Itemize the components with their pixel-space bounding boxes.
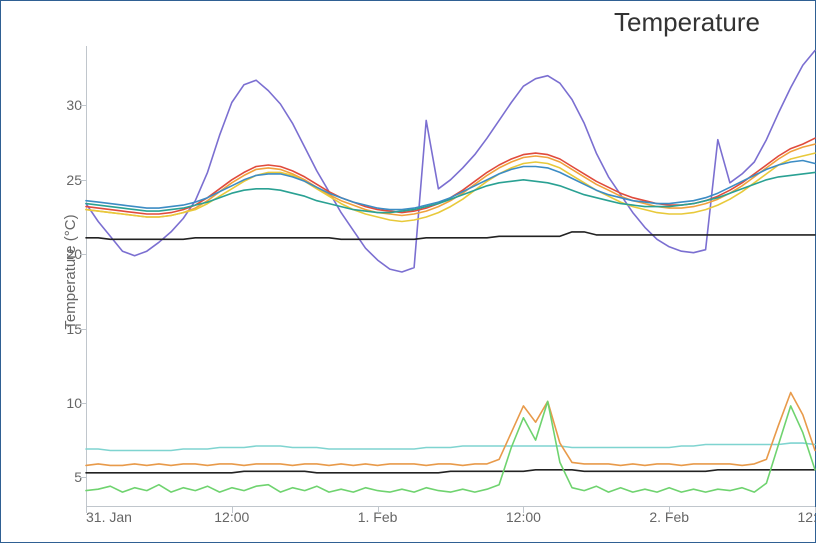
y-tick-mark bbox=[80, 477, 86, 478]
y-axis-label: Temperature (°C) bbox=[62, 214, 79, 329]
y-tick-label: 30 bbox=[52, 97, 82, 113]
plot-area: 5101520253031. Jan12:001. Feb12:002. Feb… bbox=[86, 46, 815, 507]
y-tick-mark bbox=[80, 329, 86, 330]
series-cyan-lower bbox=[86, 443, 815, 450]
series-black-lower bbox=[86, 470, 815, 473]
y-tick-mark bbox=[80, 105, 86, 106]
x-tick-mark bbox=[232, 507, 233, 513]
series-orange-lower bbox=[86, 393, 815, 466]
x-tick-mark bbox=[86, 507, 87, 513]
y-tick-mark bbox=[80, 180, 86, 181]
y-tick-label: 15 bbox=[52, 321, 82, 337]
y-tick-mark bbox=[80, 403, 86, 404]
x-tick-mark bbox=[378, 507, 379, 513]
x-tick-mark bbox=[523, 507, 524, 513]
series-black-upper bbox=[86, 232, 815, 239]
y-tick-label: 25 bbox=[52, 172, 82, 188]
series-midblue bbox=[86, 161, 815, 210]
y-tick-label: 20 bbox=[52, 246, 82, 262]
series-canvas bbox=[86, 46, 815, 507]
y-tick-label: 10 bbox=[52, 395, 82, 411]
chart-title: Temperature bbox=[614, 7, 760, 38]
chart-frame: Temperature Temperature (°C) 51015202530… bbox=[0, 0, 816, 543]
x-tick-label: 12:00 bbox=[797, 509, 816, 525]
series-purple bbox=[86, 51, 815, 273]
x-tick-label: 31. Jan bbox=[86, 509, 132, 525]
series-yellow bbox=[86, 153, 815, 221]
x-tick-mark bbox=[669, 507, 670, 513]
y-tick-mark bbox=[80, 254, 86, 255]
y-tick-label: 5 bbox=[52, 469, 82, 485]
